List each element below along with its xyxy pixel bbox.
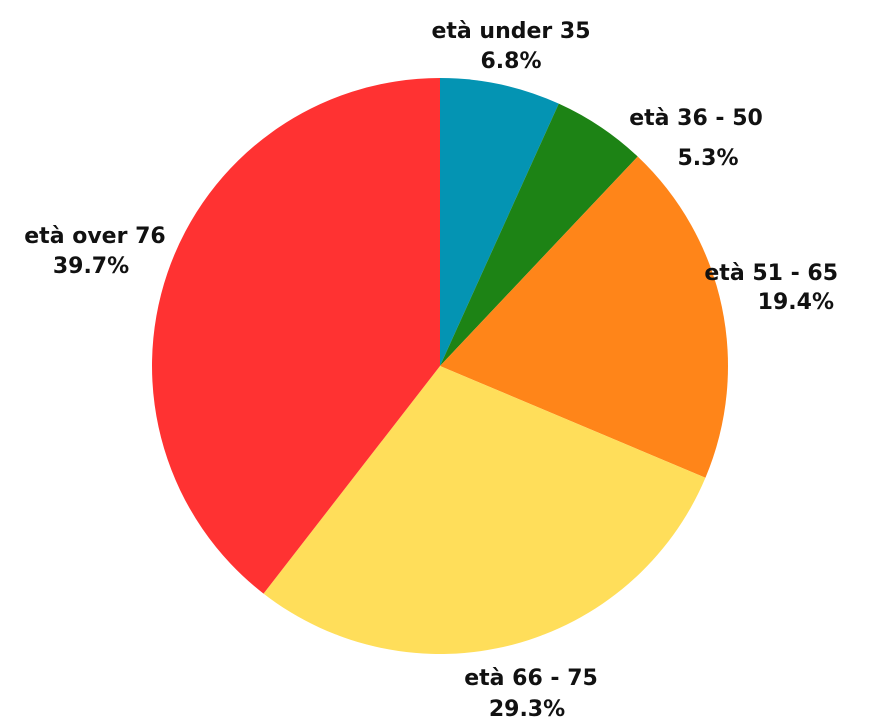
pie-slice-3 <box>440 156 729 478</box>
slice-value-label-1: 6.8% <box>480 49 541 74</box>
pie-slice-1 <box>440 78 559 366</box>
pie-slice-2 <box>440 103 638 366</box>
slice-label-4: età 66 - 75 <box>464 666 598 691</box>
slice-value-label-3: 19.4% <box>758 290 834 315</box>
slice-label-2: età 36 - 50 <box>629 106 763 131</box>
slice-value-label-2: 5.3% <box>677 146 738 171</box>
slice-value-label-5: 39.7% <box>53 254 129 279</box>
slice-value-label-4: 29.3% <box>489 697 565 722</box>
slice-label-3: età 51 - 65 <box>704 261 838 286</box>
slice-label-5: età over 76 <box>24 224 165 249</box>
slice-label-1: età under 35 <box>431 19 590 44</box>
pie-slices <box>152 78 729 654</box>
pie-slice-5 <box>152 78 440 594</box>
pie-labels: età under 35 6.8% età 36 - 50 5.3% età 51 - … <box>24 19 838 722</box>
pie-slice-4 <box>263 366 706 654</box>
